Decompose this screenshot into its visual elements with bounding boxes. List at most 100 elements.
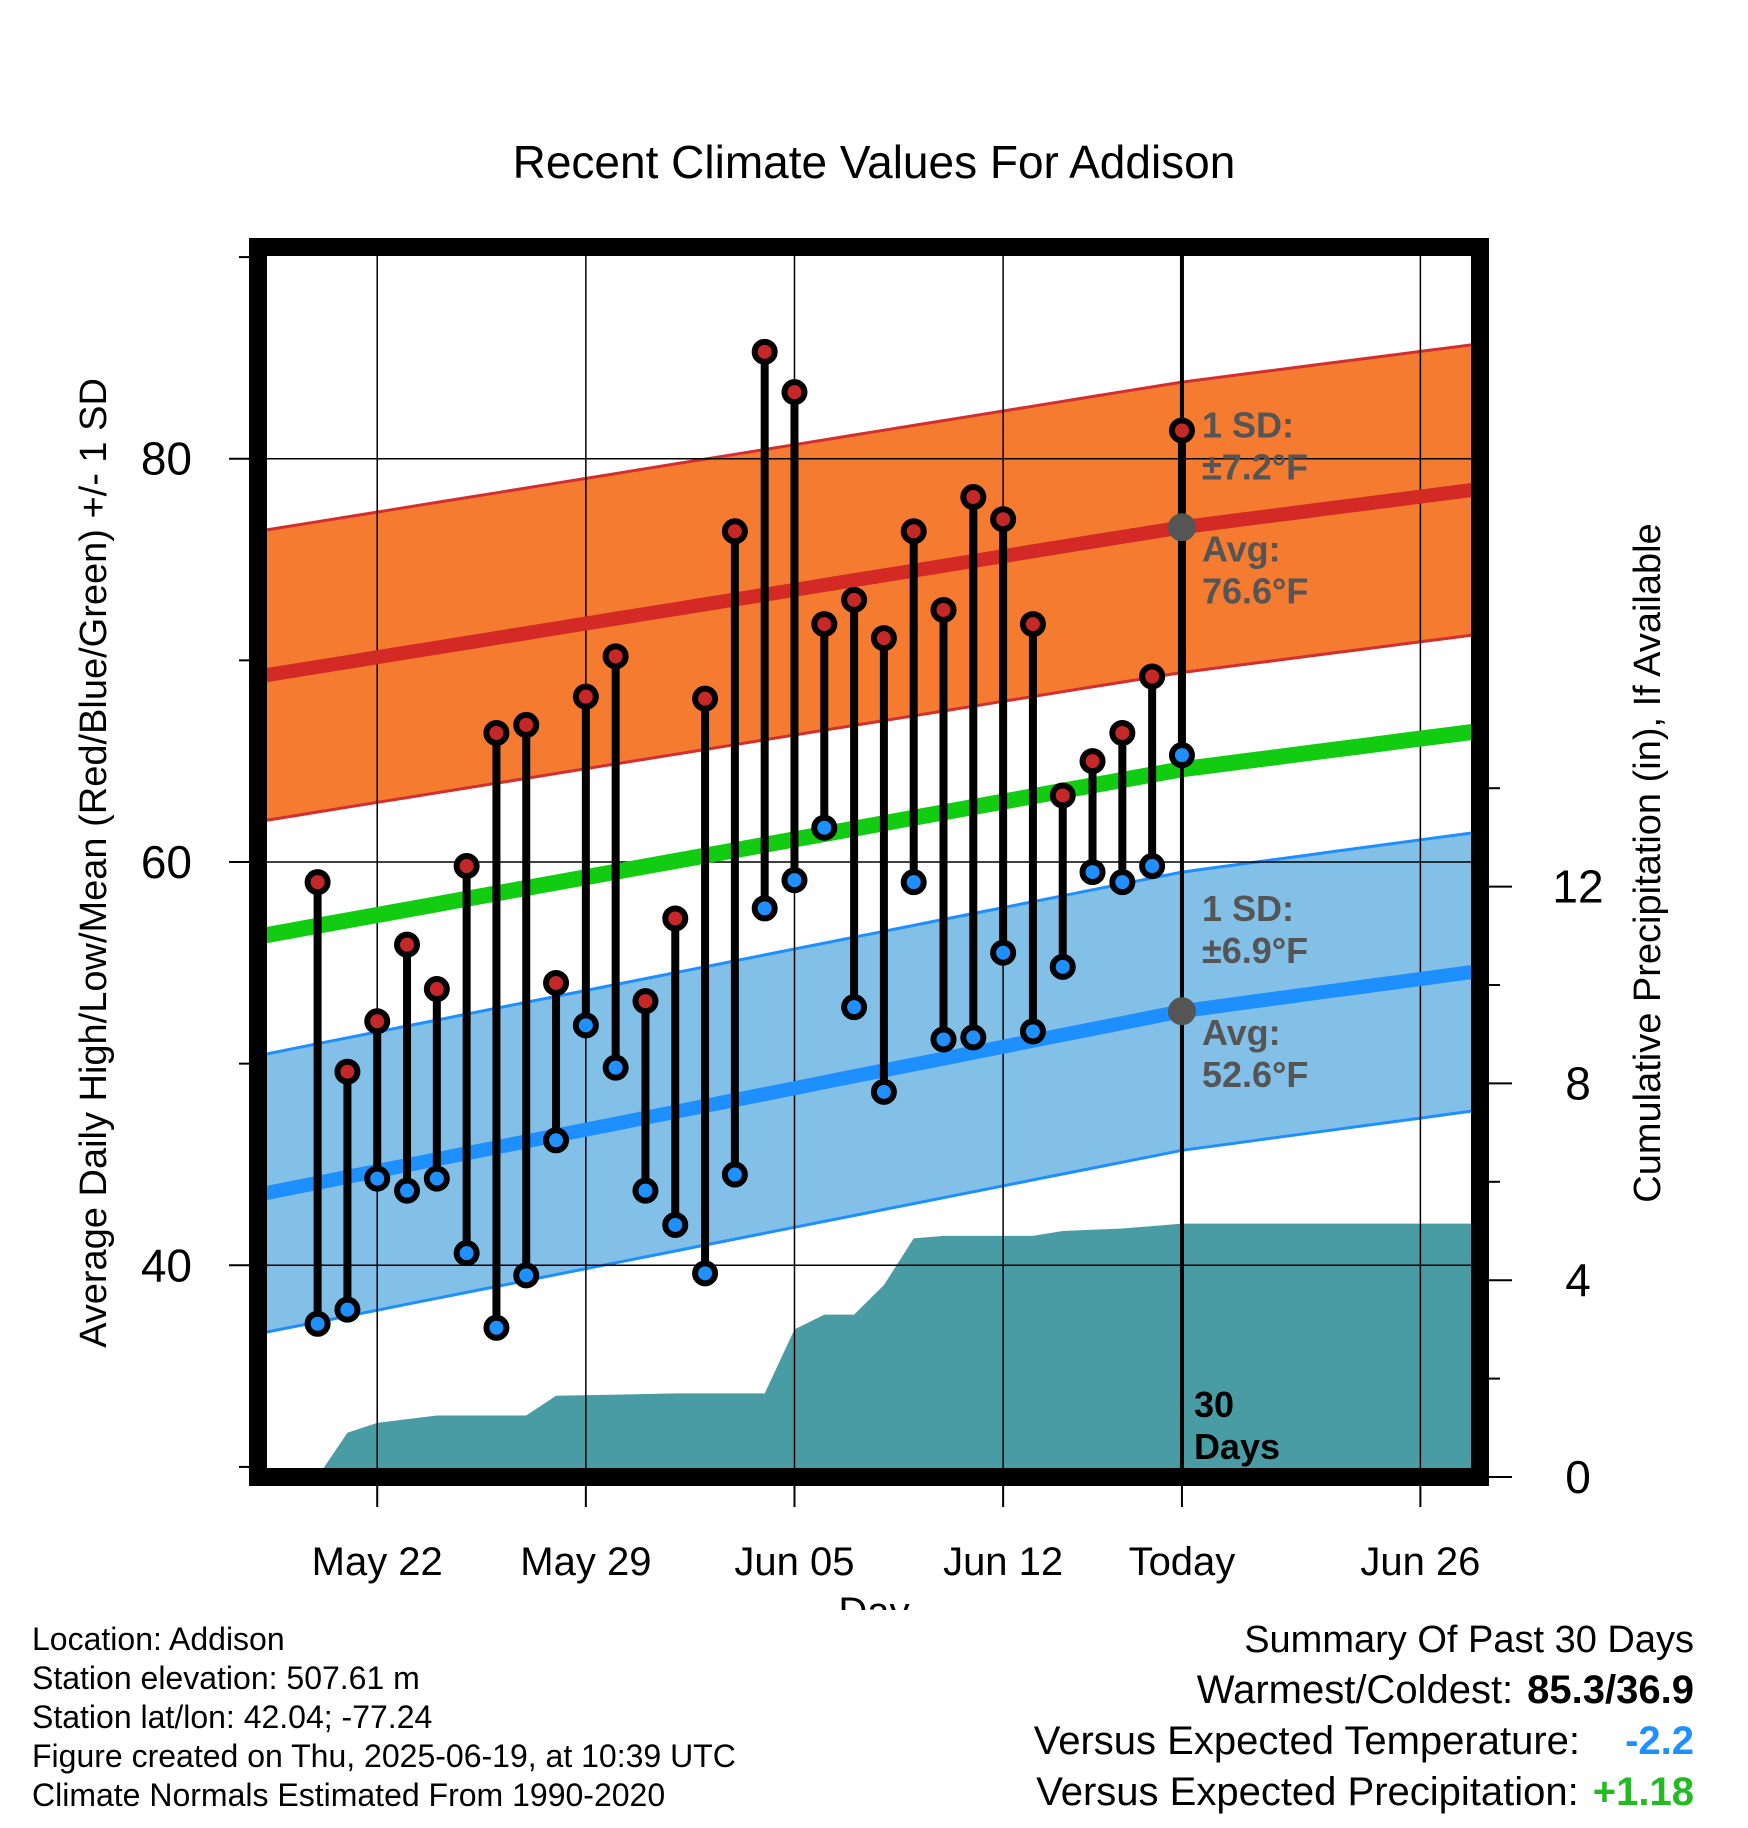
daily-high-point bbox=[900, 518, 927, 545]
daily-high-point bbox=[1079, 748, 1106, 775]
y-tick-label: 60 bbox=[141, 836, 192, 888]
daily-high-point bbox=[1049, 782, 1076, 809]
daily-low-point bbox=[721, 1161, 748, 1188]
daily-high-point bbox=[543, 969, 570, 996]
daily-low-point bbox=[513, 1262, 540, 1289]
daily-high-point bbox=[602, 643, 629, 670]
daily-low-point bbox=[990, 939, 1017, 966]
summary-heading: Summary Of Past 30 Days bbox=[1244, 1619, 1694, 1661]
daily-high-point bbox=[1139, 663, 1166, 690]
y2-tick-label: 4 bbox=[1565, 1254, 1591, 1306]
y-tick-label: 80 bbox=[141, 433, 192, 485]
temp-departure-label: Versus Expected Temperature: bbox=[1033, 1719, 1580, 1763]
window-label-unit: Days bbox=[1194, 1426, 1280, 1467]
x-axis-label: Day bbox=[838, 1590, 909, 1610]
daily-high-point bbox=[423, 976, 450, 1003]
daily-high-point bbox=[483, 719, 510, 746]
chart-title: Recent Climate Values For Addison bbox=[513, 136, 1236, 188]
daily-low-point bbox=[364, 1165, 391, 1192]
daily-low-point bbox=[1168, 742, 1195, 769]
daily-low-point bbox=[960, 1024, 987, 1051]
daily-low-point bbox=[841, 994, 868, 1021]
x-tick-label: Today bbox=[1129, 1540, 1236, 1584]
daily-high-point bbox=[930, 596, 957, 623]
high-avg-label: Avg: bbox=[1202, 528, 1281, 569]
precip-departure-label: Versus Expected Precipitation: bbox=[1036, 1770, 1579, 1814]
daily-low-point bbox=[334, 1296, 361, 1323]
y-tick-label: 40 bbox=[141, 1239, 192, 1291]
daily-high-point bbox=[632, 988, 659, 1015]
daily-high-point bbox=[304, 869, 331, 896]
daily-high-point bbox=[811, 611, 838, 638]
daily-low-point bbox=[900, 869, 927, 896]
y-axis-label: Average Daily High/Low/Mean (Red/Blue/Gr… bbox=[73, 378, 115, 1348]
daily-low-point bbox=[692, 1260, 719, 1287]
high-avg-value: 76.6°F bbox=[1202, 570, 1308, 611]
climate-chart: Recent Climate Values For Addison 1 SD:±… bbox=[73, 136, 1669, 1610]
daily-high-point bbox=[841, 586, 868, 613]
high-sd-upper-edge bbox=[258, 342, 1480, 533]
daily-low-point bbox=[394, 1177, 421, 1204]
daily-low-point bbox=[1109, 869, 1136, 896]
daily-high-point bbox=[394, 931, 421, 958]
precip-departure-value: +1.18 bbox=[1592, 1770, 1694, 1814]
y2-axis-label: Cumulative Precipitation (in), If Availa… bbox=[1627, 523, 1669, 1202]
daily-high-point bbox=[751, 338, 778, 365]
low-avg-label: Avg: bbox=[1202, 1012, 1281, 1053]
daily-low-point bbox=[811, 814, 838, 841]
normal-mean-line bbox=[258, 722, 1480, 945]
daily-low-point bbox=[1049, 953, 1076, 980]
daily-high-point bbox=[453, 853, 480, 880]
y2-tick-label: 12 bbox=[1552, 861, 1603, 913]
today-normal-high-marker bbox=[1167, 513, 1196, 542]
summary-precipitation: Versus Expected Precipitation: +1.18 bbox=[1034, 1767, 1694, 1818]
info-location: Location: Addison bbox=[32, 1621, 285, 1657]
low-sd-lower-edge bbox=[258, 1108, 1480, 1336]
daily-high-point bbox=[990, 506, 1017, 533]
x-tick-label: Jun 05 bbox=[734, 1540, 854, 1584]
daily-low-point bbox=[423, 1165, 450, 1192]
precip-area bbox=[317, 1223, 1480, 1477]
low-sd-band bbox=[258, 831, 1480, 1334]
normal-low-line bbox=[258, 963, 1480, 1202]
daily-high-point bbox=[781, 379, 808, 406]
x-tick-label: Jun 12 bbox=[943, 1540, 1063, 1584]
daily-high-point bbox=[1109, 719, 1136, 746]
daily-low-point bbox=[1079, 859, 1106, 886]
today-normal-low-marker bbox=[1167, 997, 1196, 1026]
x-tick-label: Jun 26 bbox=[1360, 1540, 1480, 1584]
daily-high-point bbox=[572, 683, 599, 710]
daily-low-point bbox=[572, 1012, 599, 1039]
daily-low-point bbox=[751, 895, 778, 922]
daily-low-point bbox=[304, 1310, 331, 1337]
x-tick-label: May 29 bbox=[520, 1540, 651, 1584]
daily-high-point bbox=[1019, 611, 1046, 638]
low-sd-label: 1 SD: bbox=[1202, 888, 1294, 929]
y2-tick-label: 0 bbox=[1565, 1451, 1591, 1503]
daily-low-point bbox=[662, 1211, 689, 1238]
daily-high-point bbox=[662, 905, 689, 932]
high-sd-label: 1 SD: bbox=[1202, 404, 1294, 445]
warmest-coldest-label: Warmest/Coldest: bbox=[1196, 1668, 1514, 1712]
warmest-coldest-value: 85.3/36.9 bbox=[1527, 1668, 1694, 1712]
window-label-number: 30 bbox=[1194, 1384, 1234, 1425]
daily-low-point bbox=[781, 867, 808, 894]
daily-low-point bbox=[483, 1314, 510, 1341]
high-sd-lower-edge bbox=[258, 632, 1480, 824]
temp-departure-value: -2.2 bbox=[1625, 1719, 1694, 1763]
daily-low-point bbox=[1139, 853, 1166, 880]
daily-low-point bbox=[930, 1026, 957, 1053]
normal-high-line bbox=[258, 482, 1480, 684]
daily-high-point bbox=[364, 1008, 391, 1035]
info-normals: Climate Normals Estimated From 1990-2020 bbox=[32, 1777, 666, 1813]
daily-high-point bbox=[334, 1058, 361, 1085]
daily-low-point bbox=[602, 1054, 629, 1081]
station-info: Location: Addison Station elevation: 507… bbox=[32, 1620, 736, 1815]
daily-high-point bbox=[870, 625, 897, 652]
daily-low-point bbox=[870, 1078, 897, 1105]
daily-high-point bbox=[960, 484, 987, 511]
high-sd-value: ±7.2°F bbox=[1202, 446, 1308, 487]
summary-panel: Summary Of Past 30 Days Warmest/Coldest:… bbox=[1034, 1615, 1694, 1818]
daily-high-point bbox=[513, 711, 540, 738]
summary-warmest-coldest: Warmest/Coldest: 85.3/36.9 bbox=[1034, 1665, 1694, 1716]
